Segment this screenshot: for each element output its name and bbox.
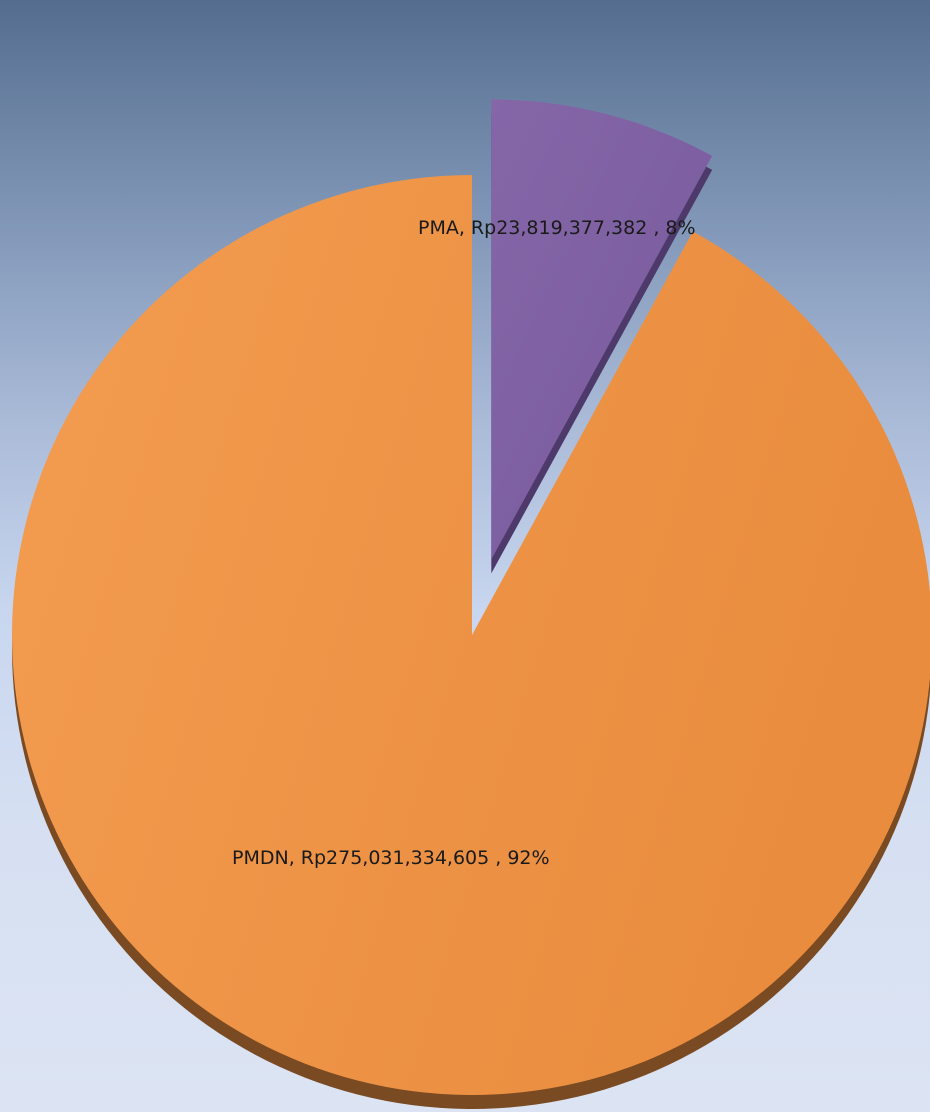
pie-slice-pma[interactable] (491, 99, 713, 560)
pie-slice-pmdn[interactable] (12, 175, 930, 1095)
data-label-pmdn: PMDN, Rp275,031,334,605 , 92% (232, 847, 550, 869)
labels-layer: PMDN, Rp275,031,334,605 , 92% PMA, Rp23,8… (232, 217, 696, 869)
slices-layer (12, 99, 930, 1109)
data-label-pma: PMA, Rp23,819,377,382 , 8% (418, 217, 696, 239)
